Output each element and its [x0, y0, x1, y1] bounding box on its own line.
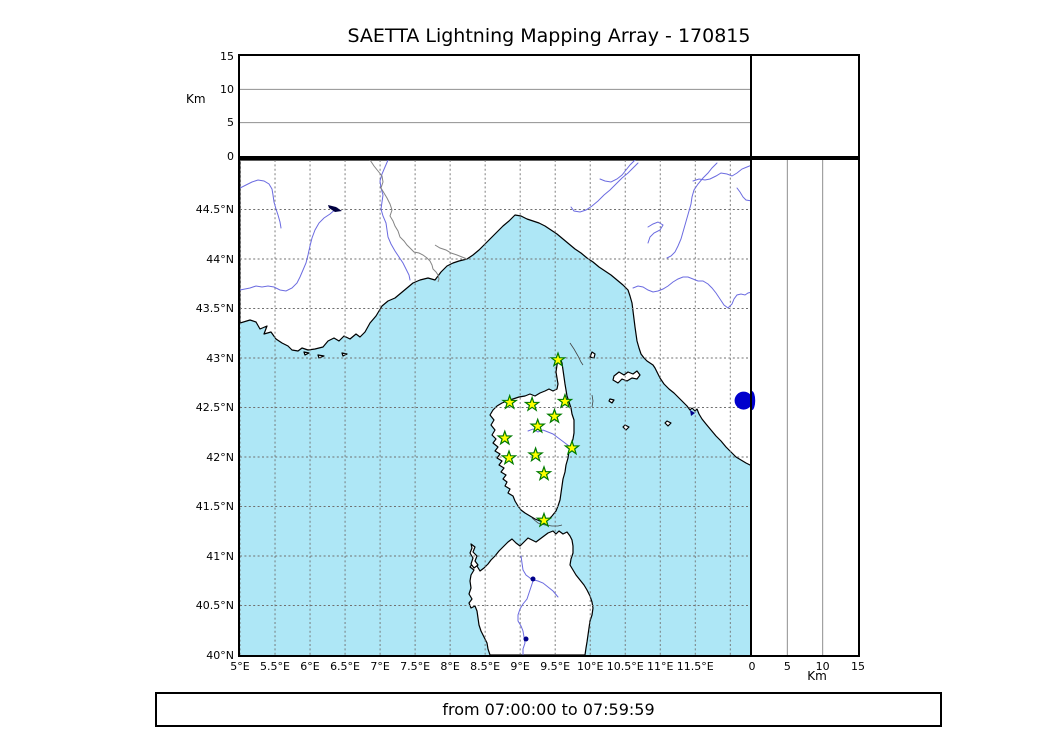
lake-sardinia-1 — [530, 576, 536, 582]
altitude-longitude-panel — [238, 54, 754, 158]
island-giglio — [664, 420, 672, 427]
lake-serre-poncon — [328, 205, 342, 212]
river-durance — [240, 207, 338, 292]
map-plot — [240, 160, 752, 655]
latitude-tick-label: 43.5°N — [195, 302, 234, 315]
plot-title: SAETTA Lightning Mapping Array - 170815 — [347, 25, 751, 47]
station-marker — [556, 392, 574, 409]
latitude-tick-label: 41.5°N — [195, 500, 234, 513]
border-segment-ventimiglia — [434, 244, 468, 260]
coastline-sardinia — [468, 530, 594, 655]
river-po-branch — [692, 164, 752, 182]
altitude-tick-label: 0 — [227, 149, 234, 163]
time-range-box: from 07:00:00 to 07:59:59 — [155, 692, 942, 727]
altitude-latitude-panel — [750, 158, 860, 657]
longitude-tick-label: 7.5°E — [400, 660, 431, 673]
longitude-tick-label: 10.5°E — [606, 660, 644, 673]
station-marker — [535, 464, 553, 482]
river-loop — [647, 221, 664, 244]
altitude-tick-label: 10 — [220, 82, 234, 96]
latitude-tick-label: 40.5°N — [195, 599, 234, 612]
station-marker — [549, 351, 567, 368]
altitude-tick-label: 5 — [227, 116, 234, 130]
station-marker — [527, 446, 544, 463]
island-pianosa — [608, 398, 615, 404]
river-arno — [632, 276, 752, 309]
latitude-tick-label: 42.5°N — [195, 401, 234, 414]
lake-sardinia-2 — [523, 636, 529, 642]
station-marker — [501, 393, 519, 410]
sea-line-east-corsica — [591, 394, 594, 408]
station-marker — [523, 395, 541, 412]
longitude-tick-label: 6°E — [300, 660, 320, 673]
island-montecristo — [622, 424, 630, 431]
longitude-tick-label: 11°E — [647, 660, 674, 673]
longitude-tick-label: 9.5°E — [540, 660, 571, 673]
longitude-tick-label: 5.5°E — [260, 660, 290, 673]
latitude-tick-label: 41°N — [206, 549, 234, 563]
latitude-tick-label: 43°N — [206, 351, 234, 365]
longitude-tick-label: 8°E — [440, 660, 460, 673]
station-marker — [546, 407, 563, 424]
river-stub-nw — [599, 160, 636, 183]
altitude-tick-label: 5 — [783, 660, 791, 673]
station-markers — [496, 351, 752, 528]
lightning-event-point — [752, 391, 756, 411]
altitude-latitude-plot — [752, 160, 824, 655]
longitude-tick-label: 10°E — [576, 660, 604, 673]
sea-line-cap-corse — [569, 342, 584, 366]
coastline-corsica — [489, 357, 575, 523]
longitude-tick-label: 8.5°E — [470, 660, 501, 673]
altitude-longitude-plot — [240, 88, 752, 124]
latitude-tick-label: 42°N — [206, 450, 234, 464]
coastline-mainland-france-italy — [240, 160, 752, 467]
river-northwest — [240, 179, 282, 229]
longitude-tick-label: 11.5°E — [676, 660, 714, 673]
altitude-tick-label: 10 — [815, 660, 830, 673]
river-po-branch-2 — [736, 187, 752, 202]
corner-panel — [750, 54, 860, 158]
map-graticule — [240, 160, 752, 655]
border-france-italy — [369, 160, 440, 283]
latitude-tick-label: 40°N — [206, 648, 234, 662]
river-sardinia-1 — [517, 555, 534, 655]
island-elba — [612, 370, 641, 384]
river-tanaro — [666, 162, 718, 259]
station-marker — [563, 439, 581, 456]
river-golo-corsica — [527, 428, 574, 449]
longitude-tick-label: 7°E — [370, 660, 390, 673]
map-panel — [238, 158, 754, 657]
altitude-axis-label-left: Km — [186, 92, 206, 106]
altitude-tick-label: 15 — [851, 660, 865, 673]
time-range-text: from 07:00:00 to 07:59:59 — [442, 700, 655, 719]
station-marker — [529, 417, 547, 434]
longitude-tick-label: 5°E — [230, 660, 250, 673]
longitude-tick-label: 6.5°E — [330, 660, 361, 673]
station-marker — [535, 511, 553, 528]
lagoon-orbetello — [690, 410, 695, 416]
latitude-tick-label: 44.5°N — [195, 203, 234, 216]
station-marker — [500, 449, 518, 466]
altitude-tick-label: 15 — [220, 49, 234, 63]
altitude-tick-label: 0 — [748, 660, 756, 673]
latitude-tick-label: 44°N — [206, 252, 234, 266]
river-po-west — [570, 162, 639, 213]
station-marker — [496, 429, 514, 446]
river-var — [379, 160, 411, 281]
lightning-event-point — [734, 391, 752, 410]
river-sardinia-2 — [533, 579, 559, 598]
altitude-axis-label-bottom: Km — [807, 669, 827, 683]
longitude-tick-label: 9°E — [510, 660, 530, 673]
